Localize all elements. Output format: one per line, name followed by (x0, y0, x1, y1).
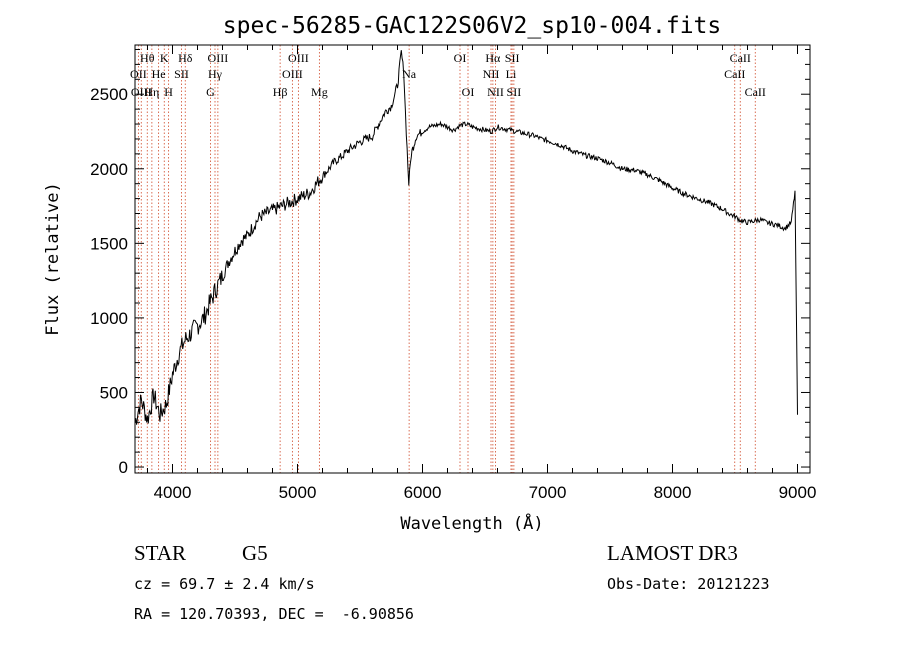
y-tick-label: 0 (119, 458, 128, 477)
spectral-line-label: Li (506, 67, 517, 81)
spectral-line-label: Hα (485, 51, 501, 65)
plot-frame (134, 44, 811, 474)
spectral-line-label: K (160, 51, 169, 65)
spectral-line-label: SII (505, 51, 520, 65)
spectral-line-label: Mg (311, 85, 328, 99)
spectral-line-label: H (164, 85, 173, 99)
spectral-line-label: CaII (730, 51, 751, 65)
object-class: STAR (134, 541, 186, 565)
spectral-line-label: OI (454, 51, 467, 65)
spectral-line-label: CaII (724, 67, 745, 81)
y-tick-label: 500 (100, 383, 128, 402)
spectral-line-label: Na (402, 67, 417, 81)
series-layer (134, 50, 798, 425)
spectral-line-label: OIII (208, 51, 229, 65)
coordinates: RA = 120.70393, DEC = -6.90856 (134, 605, 414, 623)
y-tick-label: 1000 (90, 309, 128, 328)
spectral-line-label: SII (507, 85, 522, 99)
obs-date: Obs-Date: 20121223 (607, 575, 770, 593)
spectral-line-label: Hδ (178, 51, 193, 65)
spectral-line-label: OIII (282, 67, 303, 81)
y-tick-label: 2500 (90, 85, 128, 104)
x-tick-label: 8000 (654, 483, 692, 502)
spectral-line-label: NII (483, 67, 500, 81)
spectral-line-label: OI (462, 85, 475, 99)
y-axis-label: Flux (relative) (43, 182, 63, 336)
y-tick-label: 1500 (90, 234, 128, 253)
x-axis-label: Wavelength (Å) (400, 512, 543, 534)
survey-name: LAMOST DR3 (607, 541, 738, 565)
spectral-line-label: Hθ (140, 51, 155, 65)
spectral-line-label: CaII (745, 85, 766, 99)
spectral-line-label: Hη (144, 85, 159, 99)
x-tick-label: 5000 (279, 483, 317, 502)
object-subclass: G5 (242, 541, 268, 565)
spectral-line-label: OII (130, 67, 147, 81)
y-tick-label: 2000 (90, 160, 128, 179)
chart-title: spec-56285-GAC122S06V2_sp10-004.fits (223, 13, 722, 39)
flux-series-line (134, 50, 798, 425)
spectral-line-label: G (206, 85, 215, 99)
spectral-line-label: Hβ (273, 85, 288, 99)
x-tick-label: 9000 (779, 483, 817, 502)
redshift-info: cz = 69.7 ± 2.4 km/s (134, 575, 315, 593)
spectral-line-label: SII (174, 67, 189, 81)
spectral-line-label: He (152, 67, 166, 81)
spectral-line-markers (137, 45, 756, 473)
spectral-line-label: OIII (131, 85, 152, 99)
x-tick-label: 6000 (404, 483, 442, 502)
x-tick-label: 4000 (154, 483, 192, 502)
spectral-line-label: OIII (288, 51, 309, 65)
spectral-line-label: NII (487, 85, 504, 99)
spectral-line-label: Hγ (208, 67, 223, 81)
axis-ticks: 4000 5000 6000 7000 8000 9000 0 500 1000 1500 2000… (90, 45, 816, 502)
x-tick-label: 7000 (529, 483, 567, 502)
